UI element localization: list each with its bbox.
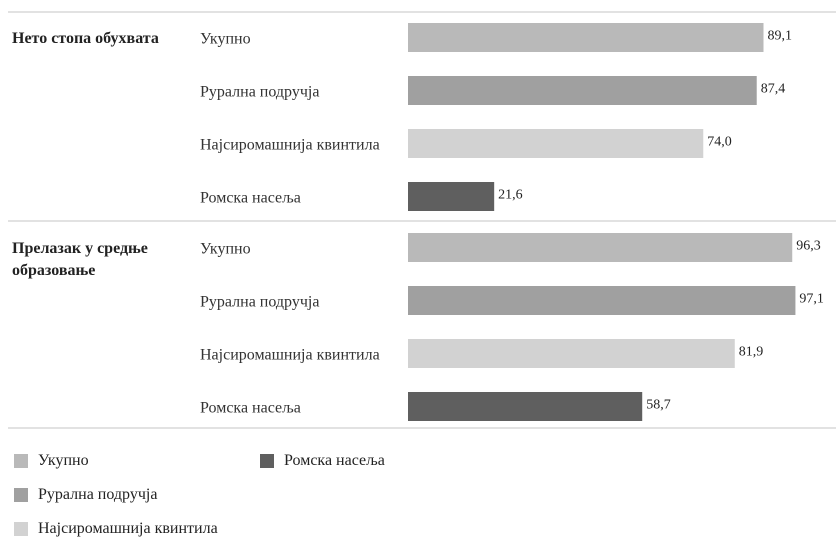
bar xyxy=(408,76,757,105)
bar xyxy=(408,23,764,52)
bar xyxy=(408,233,793,262)
category-label: Рурална подручја xyxy=(200,84,319,101)
legend-label: Најсиромашнија квинтила xyxy=(38,520,218,537)
bar xyxy=(408,286,796,315)
bar xyxy=(408,392,643,421)
category-label: Ромска насеља xyxy=(200,190,301,207)
legend-item: Укупно xyxy=(14,452,89,470)
category-label: Рурална подручја xyxy=(200,294,319,311)
category-label: Укупно xyxy=(200,241,251,258)
category-label: Најсиромашнија квинтила xyxy=(200,347,380,364)
value-label: 97,1 xyxy=(799,292,824,307)
legend-swatch xyxy=(14,488,28,502)
legend-item: Ромска насеља xyxy=(260,452,385,470)
category-label: Укупно xyxy=(200,31,251,48)
value-label: 96,3 xyxy=(796,239,821,254)
value-label: 81,9 xyxy=(739,345,764,360)
group-label-line: Нето стопа обухвата xyxy=(12,30,159,47)
value-label: 89,1 xyxy=(768,29,793,44)
group-label: Нето стопа обухвата xyxy=(12,30,159,47)
value-label: 21,6 xyxy=(498,188,522,203)
legend-swatch xyxy=(260,454,274,468)
legend-label: Ромска насеља xyxy=(284,452,385,469)
legend-label: Укупно xyxy=(38,452,89,469)
value-label: 87,4 xyxy=(761,82,786,97)
legend: Укупно Рурална подручја Најсиромашнија кви… xyxy=(14,452,434,548)
group-label: Прелазак у средње образовање xyxy=(12,240,148,279)
group-label-line: Прелазак у средње xyxy=(12,240,148,257)
bar xyxy=(408,182,495,211)
category-label: Ромска насеља xyxy=(200,400,301,417)
bar xyxy=(408,129,704,158)
legend-label: Рурална подручја xyxy=(38,486,158,503)
legend-swatch xyxy=(14,522,28,536)
legend-item: Најсиромашнија квинтила xyxy=(14,520,218,538)
category-label: Најсиромашнија квинтила xyxy=(200,137,380,154)
group-label-line: образовање xyxy=(12,262,95,279)
legend-item: Рурална подручја xyxy=(14,486,157,504)
value-label: 58,7 xyxy=(646,398,671,413)
bar xyxy=(408,339,735,368)
bar-chart: Нето стопа обухвата Укупно 89,1 Рурална под… xyxy=(8,11,836,429)
legend-swatch xyxy=(14,454,28,468)
value-label: 74,0 xyxy=(707,135,732,150)
